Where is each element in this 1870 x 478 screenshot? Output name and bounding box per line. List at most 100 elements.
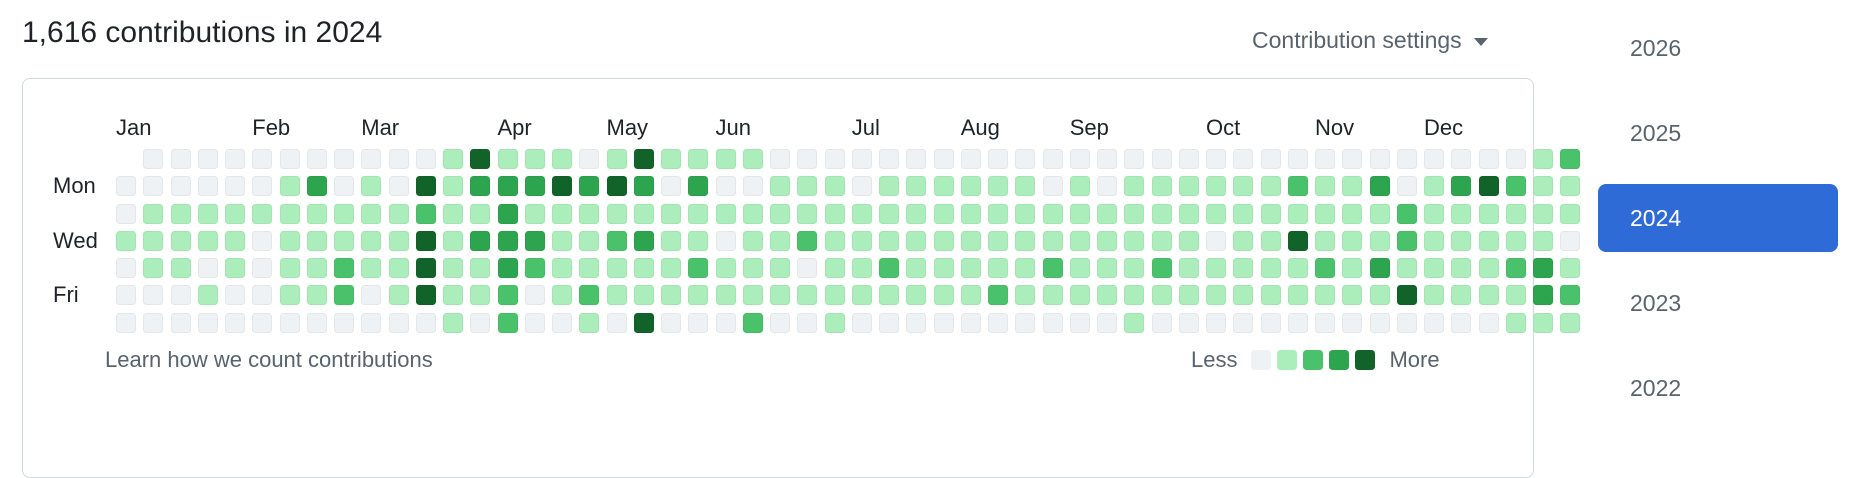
contribution-settings-dropdown[interactable]: Contribution settings: [1252, 27, 1488, 54]
contribution-day-cell[interactable]: [606, 285, 627, 306]
contribution-day-cell[interactable]: [1505, 230, 1526, 251]
contribution-day-cell[interactable]: [579, 258, 600, 278]
contribution-day-cell[interactable]: [579, 230, 600, 251]
year-2025[interactable]: 2025: [1630, 119, 1682, 146]
contribution-day-cell[interactable]: [552, 258, 572, 278]
contribution-day-cell[interactable]: [306, 258, 327, 278]
contribution-day-cell[interactable]: [470, 230, 491, 251]
contribution-day-cell[interactable]: [1206, 149, 1226, 169]
contribution-day-cell[interactable]: [1233, 285, 1254, 306]
contribution-day-cell[interactable]: [1424, 285, 1444, 306]
contribution-day-cell[interactable]: [715, 285, 736, 306]
contribution-day-cell[interactable]: [1505, 285, 1526, 306]
contribution-day-cell[interactable]: [524, 285, 545, 306]
contribution-day-cell[interactable]: [415, 285, 436, 306]
contribution-day-cell[interactable]: [1424, 258, 1444, 278]
year-2026[interactable]: 2026: [1630, 34, 1682, 61]
contribution-day-cell[interactable]: [334, 230, 354, 251]
contribution-day-cell[interactable]: [1260, 149, 1281, 169]
contribution-day-cell[interactable]: [1560, 258, 1581, 278]
contribution-day-cell[interactable]: [688, 312, 709, 333]
contribution-day-cell[interactable]: [306, 176, 327, 197]
contribution-day-cell[interactable]: [1451, 230, 1472, 251]
contribution-day-cell[interactable]: [1315, 285, 1335, 306]
contribution-day-cell[interactable]: [1042, 285, 1063, 306]
contribution-day-cell[interactable]: [906, 230, 927, 251]
contribution-day-cell[interactable]: [1287, 176, 1308, 197]
contribution-day-cell[interactable]: [988, 312, 1008, 333]
contribution-day-cell[interactable]: [334, 258, 354, 278]
contribution-day-cell[interactable]: [306, 312, 327, 333]
contribution-day-cell[interactable]: [497, 258, 518, 278]
contribution-day-cell[interactable]: [524, 176, 545, 197]
contribution-day-cell[interactable]: [606, 312, 627, 333]
year-2022[interactable]: 2022: [1630, 374, 1682, 401]
contribution-day-cell[interactable]: [661, 176, 681, 197]
contribution-day-cell[interactable]: [116, 230, 136, 251]
contribution-day-cell[interactable]: [1124, 203, 1145, 224]
contribution-day-cell[interactable]: [824, 285, 845, 306]
contribution-day-cell[interactable]: [906, 312, 927, 333]
contribution-day-cell[interactable]: [361, 230, 382, 251]
contribution-day-cell[interactable]: [715, 203, 736, 224]
contribution-day-cell[interactable]: [225, 149, 245, 169]
contribution-day-cell[interactable]: [1396, 176, 1417, 197]
contribution-day-cell[interactable]: [1069, 149, 1090, 169]
contribution-day-cell[interactable]: [1178, 149, 1199, 169]
contribution-day-cell[interactable]: [1342, 258, 1363, 278]
contribution-day-cell[interactable]: [1151, 312, 1172, 333]
contribution-day-cell[interactable]: [1178, 176, 1199, 197]
contribution-day-cell[interactable]: [415, 230, 436, 251]
contribution-day-cell[interactable]: [688, 285, 709, 306]
contribution-day-cell[interactable]: [879, 230, 899, 251]
contribution-day-cell[interactable]: [116, 203, 136, 224]
contribution-day-cell[interactable]: [1424, 149, 1444, 169]
contribution-day-cell[interactable]: [470, 203, 491, 224]
contribution-day-cell[interactable]: [851, 285, 872, 306]
contribution-day-cell[interactable]: [960, 258, 981, 278]
contribution-day-cell[interactable]: [1478, 258, 1499, 278]
contribution-day-cell[interactable]: [415, 203, 436, 224]
contribution-day-cell[interactable]: [1369, 230, 1390, 251]
contribution-day-cell[interactable]: [1206, 176, 1226, 197]
contribution-day-cell[interactable]: [443, 203, 463, 224]
contribution-day-cell[interactable]: [1015, 312, 1036, 333]
contribution-day-cell[interactable]: [1451, 203, 1472, 224]
contribution-day-cell[interactable]: [633, 230, 654, 251]
contribution-day-cell[interactable]: [770, 285, 790, 306]
contribution-day-cell[interactable]: [1369, 149, 1390, 169]
contribution-day-cell[interactable]: [334, 203, 354, 224]
contribution-day-cell[interactable]: [715, 149, 736, 169]
contribution-day-cell[interactable]: [143, 312, 164, 333]
contribution-day-cell[interactable]: [334, 176, 354, 197]
contribution-day-cell[interactable]: [470, 258, 491, 278]
contribution-day-cell[interactable]: [1533, 203, 1553, 224]
contribution-day-cell[interactable]: [1069, 230, 1090, 251]
contribution-day-cell[interactable]: [1315, 230, 1335, 251]
contribution-day-cell[interactable]: [1042, 230, 1063, 251]
contribution-day-cell[interactable]: [143, 230, 164, 251]
contribution-day-cell[interactable]: [334, 312, 354, 333]
contribution-day-cell[interactable]: [116, 312, 136, 333]
contribution-day-cell[interactable]: [988, 285, 1008, 306]
contribution-day-cell[interactable]: [988, 176, 1008, 197]
contribution-day-cell[interactable]: [879, 312, 899, 333]
contribution-day-cell[interactable]: [797, 258, 818, 278]
contribution-day-cell[interactable]: [116, 258, 136, 278]
contribution-day-cell[interactable]: [1178, 258, 1199, 278]
contribution-day-cell[interactable]: [197, 149, 218, 169]
contribution-day-cell[interactable]: [1451, 312, 1472, 333]
contribution-day-cell[interactable]: [1396, 149, 1417, 169]
contribution-day-cell[interactable]: [1015, 176, 1036, 197]
contribution-day-cell[interactable]: [279, 312, 300, 333]
contribution-day-cell[interactable]: [1478, 230, 1499, 251]
contribution-day-cell[interactable]: [1342, 149, 1363, 169]
contribution-day-cell[interactable]: [879, 285, 899, 306]
contribution-day-cell[interactable]: [225, 176, 245, 197]
contribution-day-cell[interactable]: [1042, 176, 1063, 197]
contribution-day-cell[interactable]: [252, 203, 273, 224]
contribution-day-cell[interactable]: [1369, 176, 1390, 197]
contribution-day-cell[interactable]: [1178, 230, 1199, 251]
contribution-day-cell[interactable]: [415, 176, 436, 197]
contribution-day-cell[interactable]: [552, 149, 572, 169]
